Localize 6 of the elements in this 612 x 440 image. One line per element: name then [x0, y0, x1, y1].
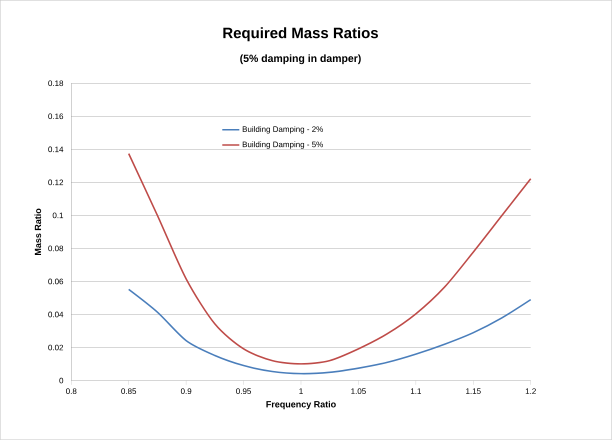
line-series	[128, 152, 532, 365]
line-series	[128, 288, 532, 375]
y-axis-title: Mass Ratio	[34, 208, 42, 256]
chart-title: Required Mass Ratios	[223, 27, 378, 42]
x-axis-title: Frequency Ratio	[266, 400, 336, 410]
chart-subtitle: (5% damping in damper)	[240, 54, 361, 64]
